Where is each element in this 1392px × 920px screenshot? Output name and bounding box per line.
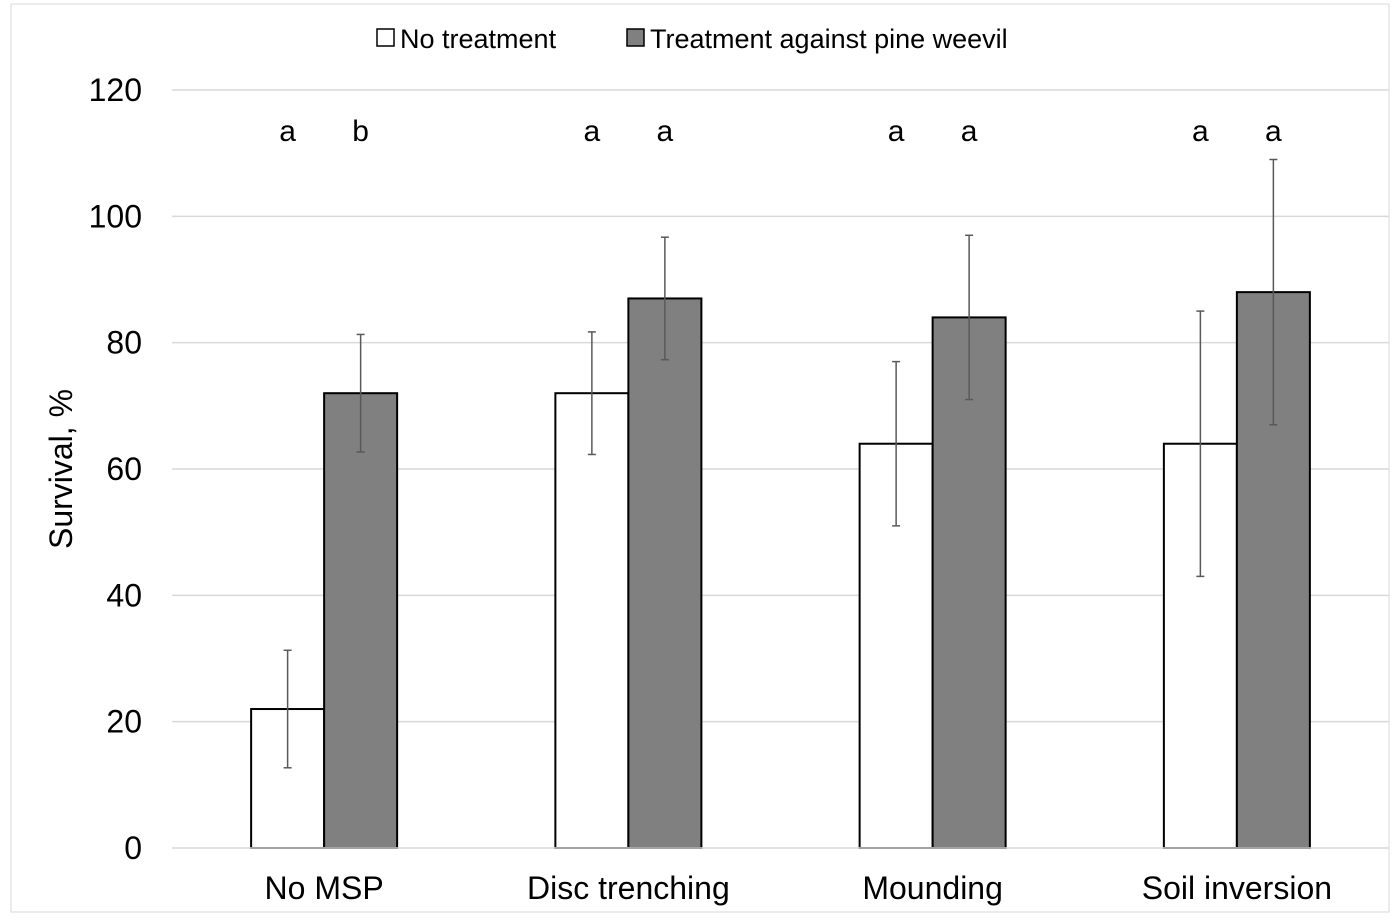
x-tick-label-mounding: Mounding <box>862 870 1003 906</box>
legend: No treatment Treatment against pine weev… <box>376 24 1008 54</box>
x-tick-label-disc-trenching: Disc trenching <box>527 870 730 906</box>
significance-letter-no-treatment-disc-trenching: a <box>584 115 601 148</box>
significance-letter-no-treatment-soil-inversion: a <box>1192 115 1209 148</box>
y-tick-label-120: 120 <box>89 72 142 108</box>
bar-treatment-no-msp <box>323 392 399 849</box>
bar-treatment-disc-trenching <box>627 297 703 849</box>
y-tick-label-80: 80 <box>106 325 142 361</box>
y-tick-label-0: 0 <box>124 830 142 866</box>
x-axis-categories: No MSP Disc trenching Mounding Soil inversi… <box>265 870 1332 906</box>
significance-letter-treatment-no-msp: b <box>352 115 369 148</box>
y-axis-ticks: 0 20 40 60 80 100 120 <box>89 72 142 866</box>
bar-treatment-mounding <box>931 316 1007 849</box>
significance-letter-treatment-soil-inversion: a <box>1265 115 1282 148</box>
significance-letter-no-treatment-mounding: a <box>888 115 905 148</box>
y-tick-label-20: 20 <box>106 704 142 740</box>
legend-label-no-treatment: No treatment <box>400 24 557 54</box>
y-tick-label-100: 100 <box>89 198 142 234</box>
bars <box>250 291 1311 849</box>
y-axis-label: Survival, % <box>43 389 79 549</box>
legend-label-treatment: Treatment against pine weevil <box>650 24 1008 54</box>
x-tick-label-no-msp: No MSP <box>265 870 384 906</box>
significance-letter-treatment-disc-trenching: a <box>657 115 674 148</box>
bar-no-treatment-disc-trenching <box>554 392 630 849</box>
x-tick-label-soil-inversion: Soil inversion <box>1142 870 1332 906</box>
legend-swatch-treatment <box>626 28 645 47</box>
y-tick-label-60: 60 <box>106 451 142 487</box>
significance-letter-treatment-mounding: a <box>961 115 978 148</box>
legend-swatch-no-treatment <box>376 28 395 47</box>
y-tick-label-40: 40 <box>106 577 142 613</box>
significance-letter-no-treatment-no-msp: a <box>279 115 296 148</box>
error-bars <box>283 158 1278 769</box>
